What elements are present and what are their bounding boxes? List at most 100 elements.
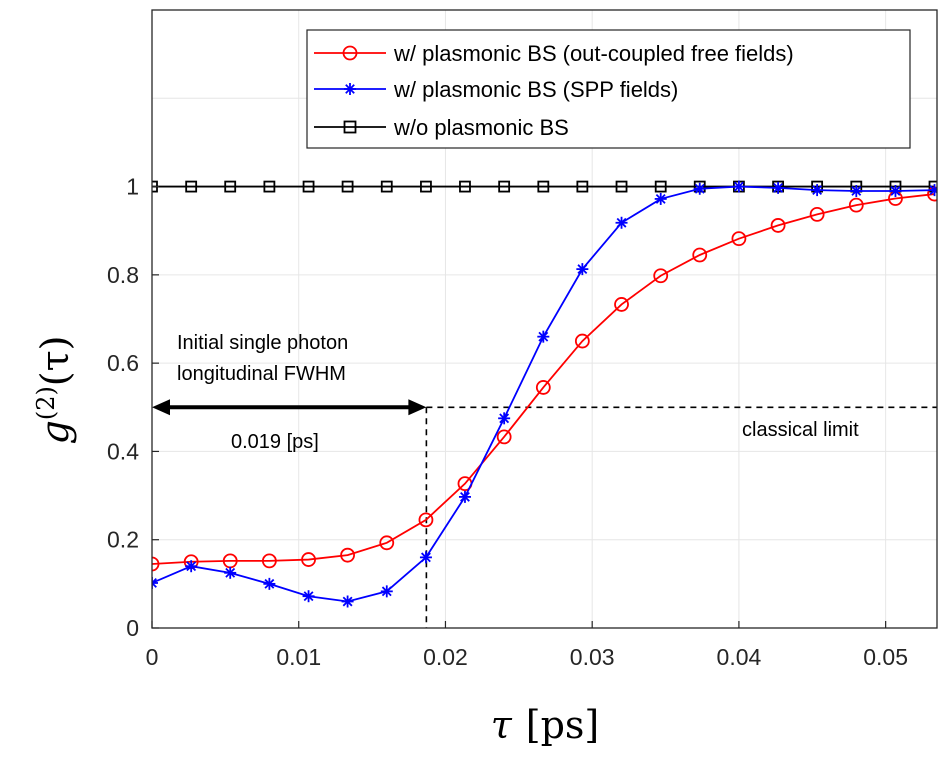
series-line-circle	[152, 193, 935, 565]
data-point-circle	[379, 535, 395, 551]
annotation-lines	[152, 399, 937, 628]
asterisk-stroke	[694, 183, 705, 194]
data-point-asterisk	[537, 330, 550, 343]
data-point-square	[537, 180, 550, 193]
data-point-square	[302, 180, 315, 193]
y-tick-label: 0	[126, 615, 139, 641]
x-tick-label: 0.03	[570, 644, 615, 670]
data-point-square	[576, 180, 589, 193]
data-point-square	[263, 180, 276, 193]
fwhm-label-line1: Initial single photon	[177, 332, 348, 354]
data-point-asterisk	[850, 184, 863, 197]
y-tick-label: 1	[126, 174, 139, 200]
data-point-square	[380, 180, 393, 193]
x-tick-label: 0.04	[717, 644, 762, 670]
series-layer	[152, 180, 937, 608]
asterisk-stroke	[421, 552, 431, 563]
asterisk-stroke	[655, 193, 666, 204]
data-point-circle	[692, 247, 708, 263]
data-point-square	[420, 180, 432, 193]
asterisk-stroke	[733, 181, 744, 192]
x-tick-label: 0.02	[423, 644, 468, 670]
classical-limit-label: classical limit	[742, 419, 859, 441]
data-point-asterisk	[302, 590, 315, 603]
data-point-asterisk	[152, 576, 158, 589]
asterisk-stroke	[303, 591, 314, 602]
asterisk-stroke	[929, 186, 937, 196]
data-point-asterisk	[419, 551, 432, 564]
asterisk-stroke	[851, 186, 862, 196]
y-tick-label: 0.2	[107, 527, 139, 553]
data-point-asterisk	[654, 192, 667, 205]
legend-marker-square	[343, 120, 357, 134]
data-point-asterisk	[811, 184, 824, 197]
x-tick-label: 0.05	[863, 644, 908, 670]
ticks: 0 0.01 0.02 0.03 0.04 0.05 0 0.2 0.4 0.6 0.8 1	[107, 174, 908, 670]
legend-label-without: w/o plasmonic BS	[393, 115, 569, 140]
y-tick-label: 0.4	[107, 438, 139, 464]
data-point-asterisk	[185, 560, 198, 573]
data-point-asterisk	[928, 184, 937, 197]
data-point-square	[615, 180, 628, 193]
data-point-circle	[535, 380, 551, 395]
legend-box	[306, 29, 911, 149]
data-point-circle	[261, 553, 277, 569]
data-point-asterisk	[576, 263, 589, 276]
svg-text:g(2)(τ): g(2)(τ)	[32, 335, 77, 444]
data-point-circle	[614, 297, 629, 312]
asterisk-stroke	[152, 578, 157, 585]
asterisk-stroke	[538, 331, 549, 342]
legend-label-spp: w/ plasmonic BS (SPP fields)	[393, 77, 678, 102]
y-tick-label: 0.8	[107, 262, 139, 288]
asterisk-stroke	[186, 561, 197, 572]
asterisk-stroke	[264, 578, 275, 589]
data-point-asterisk	[380, 585, 393, 598]
data-point-square	[654, 180, 667, 193]
data-point-asterisk	[732, 180, 745, 193]
asterisk-stroke	[225, 567, 236, 578]
legend-label-free: w/ plasmonic BS (out-coupled free fields)	[393, 41, 794, 66]
data-point-circle	[152, 556, 160, 572]
data-point-asterisk	[263, 577, 276, 590]
data-point-asterisk	[772, 181, 785, 194]
fwhm-label-line2: longitudinal FWHM	[177, 363, 346, 385]
x-tick-label: 0.01	[276, 644, 321, 670]
data-point-square	[498, 180, 511, 193]
asterisk-stroke	[342, 596, 353, 607]
fwhm-arrow-left-head	[152, 399, 170, 416]
data-point-circle	[848, 197, 864, 213]
asterisk-stroke	[381, 586, 392, 597]
data-point-circle	[731, 231, 747, 247]
data-point-asterisk	[889, 184, 902, 197]
data-point-asterisk	[341, 595, 354, 608]
data-point-circle	[496, 429, 512, 445]
y-axis-label: g(2)(τ)	[32, 335, 77, 444]
data-point-square	[224, 180, 237, 193]
x-tick-label: 0	[146, 644, 159, 670]
x-axis-label: τ [ps]	[491, 703, 600, 747]
data-point-asterisk	[693, 182, 706, 195]
data-point-asterisk	[458, 490, 471, 503]
asterisk-stroke	[812, 185, 823, 196]
data-point-square	[459, 180, 471, 193]
asterisk-stroke	[890, 186, 901, 196]
y-tick-label: 0.6	[107, 350, 139, 376]
plot-frame	[151, 9, 938, 629]
data-point-circle	[418, 512, 434, 528]
data-point-square	[341, 180, 354, 193]
data-point-circle	[301, 552, 316, 567]
data-point-circle	[770, 218, 786, 233]
asterisk-stroke	[773, 182, 784, 193]
fwhm-arrow-right-head	[408, 399, 427, 416]
asterisk-stroke	[577, 264, 588, 275]
asterisk-stroke	[460, 491, 470, 502]
asterisk-stroke	[152, 581, 157, 588]
data-point-asterisk	[498, 412, 511, 425]
data-point-circle	[653, 268, 669, 284]
asterisk-stroke	[499, 413, 510, 424]
data-point-circle	[574, 333, 590, 349]
data-point-asterisk	[615, 216, 628, 229]
legend-marker-asterisk	[344, 83, 356, 95]
data-point-asterisk	[224, 566, 237, 579]
